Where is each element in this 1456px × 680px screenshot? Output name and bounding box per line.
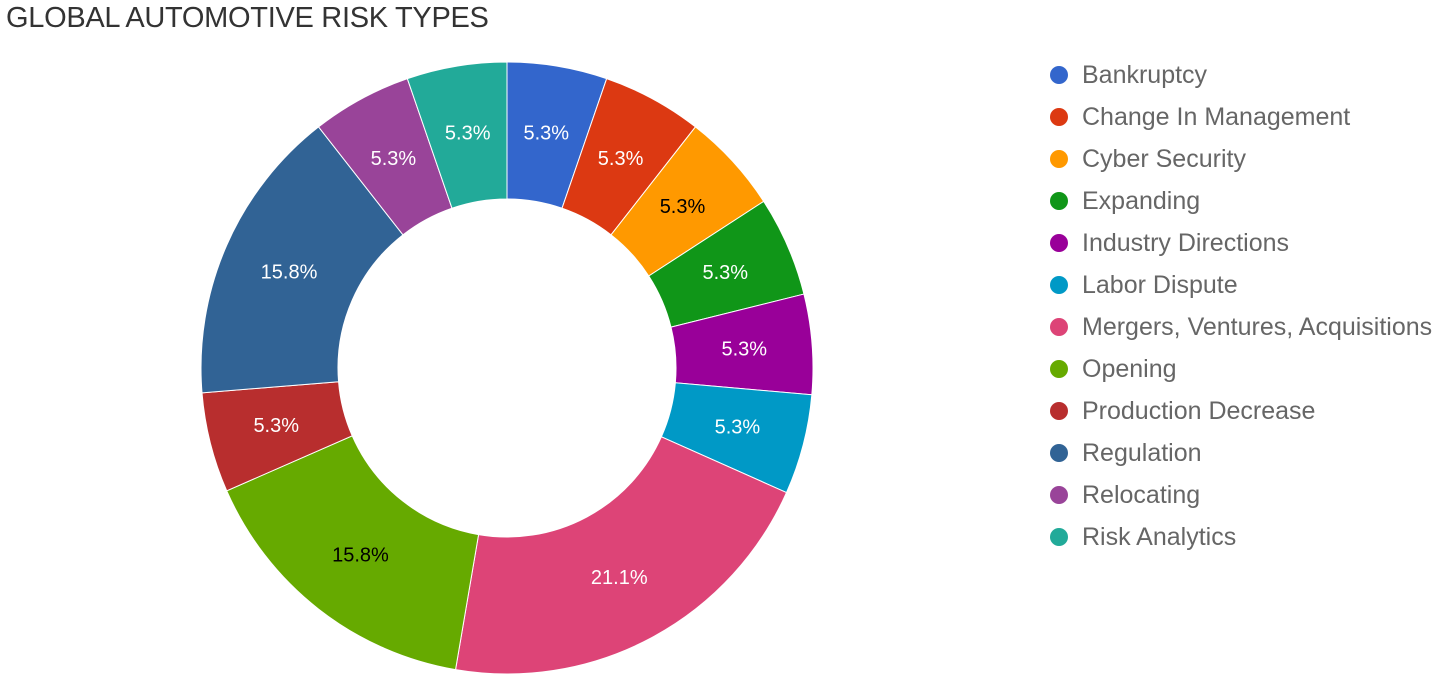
legend-item-change-in-management: Change In Management [1050, 96, 1432, 138]
data-label-relocating: 5.3% [371, 148, 417, 170]
legend-swatch [1050, 402, 1068, 420]
data-label-risk-analytics: 5.3% [445, 122, 491, 144]
legend-label: Expanding [1082, 186, 1201, 215]
legend-label: Regulation [1082, 438, 1202, 467]
data-label-expanding: 5.3% [702, 262, 748, 284]
legend-swatch [1050, 150, 1068, 168]
legend-swatch [1050, 360, 1068, 378]
legend-swatch [1050, 486, 1068, 504]
legend-item-risk-analytics: Risk Analytics [1050, 516, 1432, 558]
chart-title: GLOBAL AUTOMOTIVE RISK TYPES [6, 2, 489, 34]
legend-swatch [1050, 528, 1068, 546]
legend-label: Industry Directions [1082, 228, 1290, 257]
donut-data-labels: 5.3% 5.3% 5.3% 5.3% 5.3% 5.3% 21.1% 15.8% 5.3% 15… [253, 122, 767, 589]
slice-opening [226, 435, 480, 671]
legend-label: Mergers, Ventures, Acquisitions [1082, 312, 1433, 341]
legend-swatch [1050, 444, 1068, 462]
legend-swatch [1050, 234, 1068, 252]
legend-label: Risk Analytics [1082, 522, 1237, 551]
legend-label: Opening [1082, 354, 1177, 383]
data-label-cyber-security: 5.3% [660, 196, 706, 218]
donut-slices [200, 61, 814, 675]
legend-swatch [1050, 66, 1068, 84]
legend-label: Change In Management [1082, 102, 1351, 131]
legend-item-production-decrease: Production Decrease [1050, 390, 1432, 432]
data-label-bankruptcy: 5.3% [523, 122, 569, 144]
data-label-industry-directions: 5.3% [721, 338, 767, 360]
legend-swatch [1050, 108, 1068, 126]
slice-regulation [200, 126, 404, 394]
legend-item-mergers-ventures-acquisitions: Mergers, Ventures, Acquisitions [1050, 306, 1432, 348]
slice-mergers-ventures-acquisitions [454, 436, 788, 675]
data-label-opening: 15.8% [332, 545, 389, 567]
legend-item-relocating: Relocating [1050, 474, 1432, 516]
legend-item-opening: Opening [1050, 348, 1432, 390]
donut-chart: 5.3% 5.3% 5.3% 5.3% 5.3% 5.3% 21.1% 15.8% 5.3% 15… [200, 61, 814, 675]
legend-label: Relocating [1082, 480, 1201, 509]
data-label-labor-dispute: 5.3% [715, 417, 761, 439]
data-label-production-decrease: 5.3% [253, 415, 299, 437]
legend-item-cyber-security: Cyber Security [1050, 138, 1432, 180]
legend-label: Cyber Security [1082, 144, 1246, 173]
slice-risk-analytics [406, 61, 508, 209]
legend-item-labor-dispute: Labor Dispute [1050, 264, 1432, 306]
legend-item-expanding: Expanding [1050, 180, 1432, 222]
legend-item-bankruptcy: Bankruptcy [1050, 54, 1432, 96]
legend-item-regulation: Regulation [1050, 432, 1432, 474]
legend-label: Labor Dispute [1082, 270, 1238, 299]
legend-item-industry-directions: Industry Directions [1050, 222, 1432, 264]
legend-swatch [1050, 318, 1068, 336]
data-label-change-in-management: 5.3% [598, 148, 644, 170]
legend-swatch [1050, 192, 1068, 210]
data-label-mergers-ventures-acquisitions: 21.1% [591, 567, 648, 589]
data-label-regulation: 15.8% [261, 261, 318, 283]
chart-legend: Bankruptcy Change In Management Cyber Secu… [1050, 54, 1432, 558]
legend-label: Production Decrease [1082, 396, 1316, 425]
legend-label: Bankruptcy [1082, 60, 1208, 89]
legend-swatch [1050, 276, 1068, 294]
